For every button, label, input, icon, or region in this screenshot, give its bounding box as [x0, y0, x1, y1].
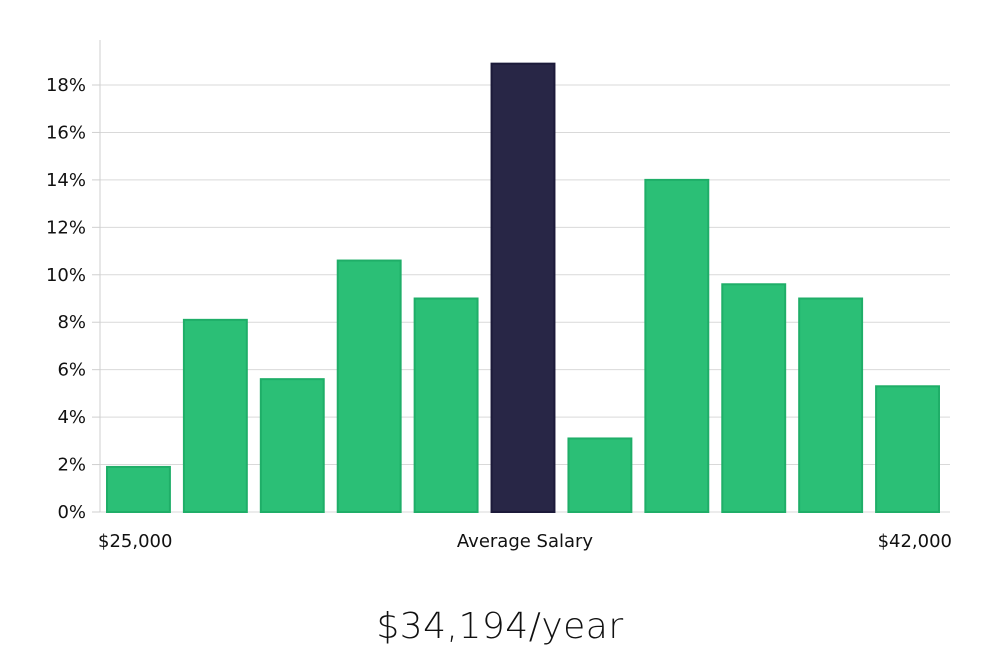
y-tick-label: 10% — [46, 265, 86, 286]
bar — [413, 297, 479, 513]
average-salary-value: $34,194/year — [376, 606, 624, 647]
y-tick-label: 12% — [46, 217, 86, 238]
bar — [798, 297, 864, 513]
y-tick-label: 16% — [46, 122, 86, 143]
y-tick-label: 18% — [46, 75, 86, 96]
bar-average — [490, 62, 556, 514]
bar — [259, 378, 325, 513]
x-max-label: $42,000 — [878, 531, 952, 552]
y-tick-label: 4% — [57, 407, 86, 428]
y-tick-label: 2% — [57, 455, 86, 476]
y-tick-label: 14% — [46, 170, 86, 191]
bar — [182, 318, 248, 513]
bar — [567, 437, 633, 514]
y-tick-label: 6% — [57, 360, 86, 381]
y-tick-label: 0% — [57, 502, 86, 523]
bar — [721, 283, 787, 513]
y-axis-ticks: 0% 2% 4% 6% 8% 10% 12% 14% 16% 18% — [46, 75, 100, 523]
bar — [336, 259, 402, 513]
bar — [875, 385, 940, 513]
x-min-label: $25,000 — [98, 531, 172, 552]
salary-distribution-chart: 0% 2% 4% 6% 8% 10% 12% 14% 16% 18% $25,000 Averag… — [46, 40, 952, 552]
x-center-label: Average Salary — [457, 531, 594, 552]
bar — [644, 178, 710, 513]
bars — [106, 62, 940, 514]
y-tick-label: 8% — [57, 312, 86, 333]
bar — [106, 465, 171, 513]
